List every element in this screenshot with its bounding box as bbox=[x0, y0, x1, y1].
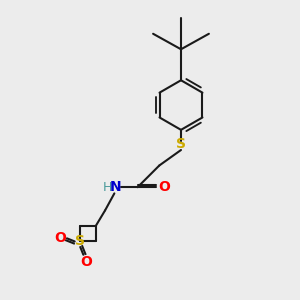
Text: H: H bbox=[103, 181, 112, 194]
Text: O: O bbox=[54, 231, 66, 245]
Text: O: O bbox=[80, 255, 92, 268]
Text: S: S bbox=[176, 137, 186, 151]
Text: O: O bbox=[158, 180, 170, 194]
Text: S: S bbox=[75, 234, 85, 248]
Text: N: N bbox=[110, 180, 122, 194]
